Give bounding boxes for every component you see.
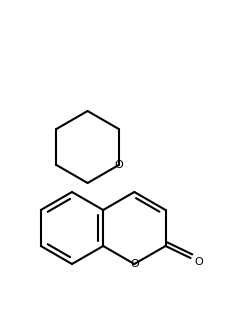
Text: O: O	[130, 259, 138, 269]
Text: O: O	[193, 257, 202, 267]
Text: O: O	[114, 160, 123, 170]
